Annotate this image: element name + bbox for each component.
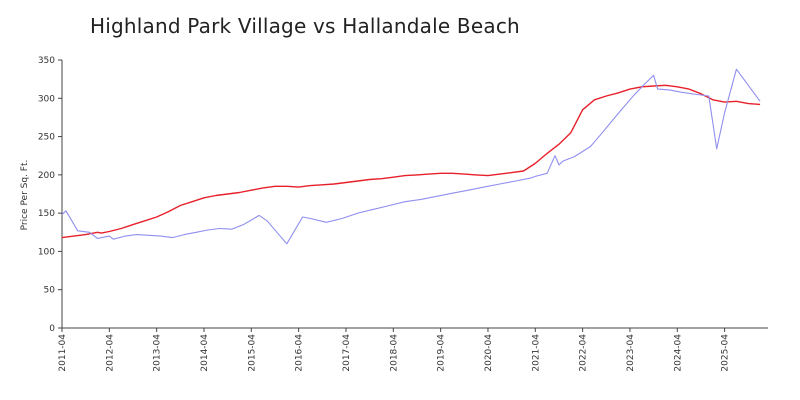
y-tick-label-50: 50 [44, 286, 56, 296]
x-tick-label-2023-04: 2023-04 [626, 334, 636, 372]
x-tick-label-2020-04: 2020-04 [484, 334, 494, 372]
y-tick-label-200: 200 [38, 171, 55, 181]
y-tick-label-100: 100 [38, 247, 55, 257]
x-tick-label-2018-04: 2018-04 [389, 334, 399, 372]
y-tick-label-150: 150 [38, 209, 55, 219]
x-tick-label-2019-04: 2019-04 [437, 334, 447, 372]
y-tick-label-250: 250 [38, 133, 55, 143]
x-tick-label-2013-04: 2013-04 [153, 334, 163, 372]
x-tick-label-2016-04: 2016-04 [295, 334, 305, 372]
series-line-2 [61, 68, 761, 245]
x-tick-label-2011-04: 2011-04 [58, 334, 68, 372]
x-tick-label-2025-04: 2025-04 [721, 334, 731, 372]
y-tick-label-300: 300 [38, 94, 55, 104]
chart-title: Highland Park Village vs Hallandale Beac… [90, 14, 520, 38]
x-tick-label-2014-04: 2014-04 [200, 334, 210, 372]
x-tick-label-2015-04: 2015-04 [247, 334, 257, 372]
x-tick-label-2012-04: 2012-04 [105, 334, 115, 372]
x-tick-label-2017-04: 2017-04 [342, 334, 352, 372]
y-tick-label-350: 350 [38, 56, 55, 66]
x-tick-label-2021-04: 2021-04 [531, 334, 541, 372]
x-tick-label-2022-04: 2022-04 [579, 334, 589, 372]
y-tick-label-0: 0 [49, 324, 55, 334]
series-line-1 [61, 84, 761, 239]
x-tick-label-2024-04: 2024-04 [673, 334, 683, 372]
